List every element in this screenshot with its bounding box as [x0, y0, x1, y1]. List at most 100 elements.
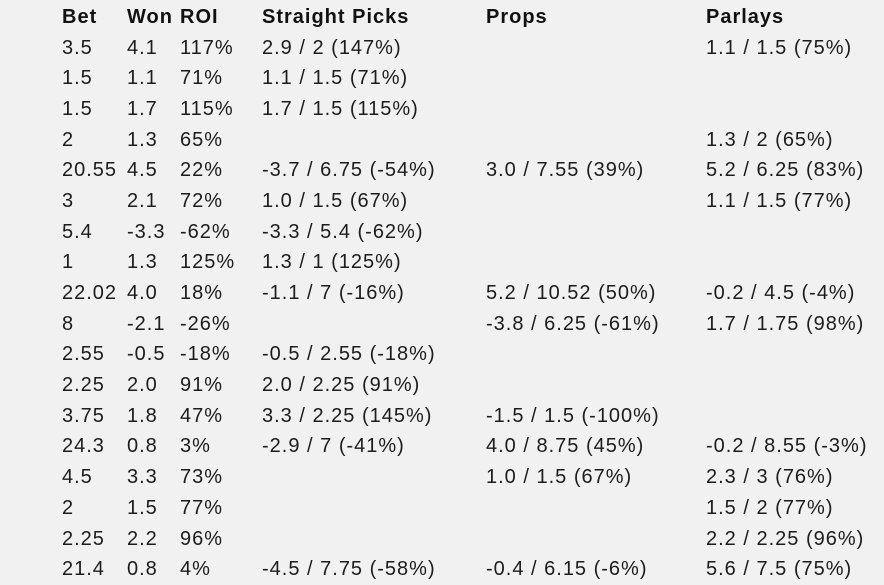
column-header-straight-picks: Straight Picks — [262, 5, 410, 28]
cell-bet: 2.25 — [62, 374, 105, 397]
table-row: 2.55 -0.5 -18% -0.5 / 2.55 (-18%) — [62, 340, 884, 371]
cell-props: -3.8 / 6.25 (-61%) — [486, 312, 660, 335]
cell-bet: 3 — [62, 189, 75, 212]
cell-straight-picks: 3.3 / 2.25 (145%) — [262, 404, 433, 427]
table-head: Bet Won ROI Straight Picks Props Parlays — [62, 2, 884, 33]
cell-props — [486, 63, 706, 94]
cell-parlays: 1.7 / 1.75 (98%) — [706, 312, 865, 335]
cell-bet: 2.55 — [62, 343, 105, 366]
cell-roi: 72% — [180, 189, 224, 212]
cell-parlays — [706, 370, 884, 401]
table-row: 20.55 4.5 22% -3.7 / 6.75 (-54%) 3.0 / 7.55 … — [62, 155, 884, 186]
table-row: 3 2.1 72% 1.0 / 1.5 (67%) 1.1 / 1.5 (77%) — [62, 186, 884, 217]
cell-roi: 77% — [180, 496, 224, 519]
table-row: 2 1.5 77% 1.5 / 2 (77%) — [62, 493, 884, 524]
cell-straight-picks: 1.7 / 1.5 (115%) — [262, 97, 419, 120]
betting-stats-table: Bet Won ROI Straight Picks Props Parlays 3.5 4… — [62, 2, 884, 585]
column-header-bet: Bet — [62, 5, 98, 28]
table-row: 22.02 4.0 18% -1.1 / 7 (-16%) 5.2 / 10.52 (5… — [62, 278, 884, 309]
cell-roi: -18% — [180, 343, 231, 366]
cell-roi: 18% — [180, 282, 224, 305]
table-row: 3.75 1.8 47% 3.3 / 2.25 (145%) -1.5 / 1.5 (-… — [62, 401, 884, 432]
cell-bet: 4.5 — [62, 466, 93, 489]
cell-straight-picks: -3.7 / 6.75 (-54%) — [262, 159, 436, 182]
cell-bet: 24.3 — [62, 435, 105, 458]
cell-won: -2.1 — [127, 312, 166, 335]
cell-bet: 3.5 — [62, 36, 93, 59]
cell-bet: 1.5 — [62, 67, 93, 90]
table-row: 2 1.3 65% 1.3 / 2 (65%) — [62, 125, 884, 156]
cell-parlays: 5.6 / 7.5 (75%) — [706, 558, 853, 581]
cell-props — [486, 248, 706, 279]
cell-props: 3.0 / 7.55 (39%) — [486, 159, 645, 182]
cell-bet: 5.4 — [62, 220, 93, 243]
cell-roi: 47% — [180, 404, 224, 427]
cell-won: 1.3 — [127, 128, 158, 151]
cell-bet: 20.55 — [62, 159, 118, 182]
column-header-props: Props — [486, 5, 548, 28]
cell-won: 1.7 — [127, 97, 158, 120]
cell-roi: 96% — [180, 527, 224, 550]
cell-straight-picks: -0.5 / 2.55 (-18%) — [262, 343, 436, 366]
cell-roi: 22% — [180, 159, 224, 182]
cell-won: 1.1 — [127, 67, 158, 90]
cell-parlays: -0.2 / 4.5 (-4%) — [706, 282, 856, 305]
cell-bet: 2 — [62, 128, 75, 151]
cell-props — [486, 340, 706, 371]
cell-props — [486, 33, 706, 64]
table-row: 3.5 4.1 117% 2.9 / 2 (147%) 1.1 / 1.5 (75%) — [62, 33, 884, 64]
cell-straight-picks: -4.5 / 7.75 (-58%) — [262, 558, 436, 581]
cell-props — [486, 370, 706, 401]
cell-props — [486, 186, 706, 217]
table-row: 8 -2.1 -26% -3.8 / 6.25 (-61%) 1.7 / 1.75 (9… — [62, 309, 884, 340]
cell-roi: 117% — [180, 36, 234, 59]
cell-props: 1.0 / 1.5 (67%) — [486, 466, 633, 489]
cell-props: 5.2 / 10.52 (50%) — [486, 282, 657, 305]
table-row: 1 1.3 125% 1.3 / 1 (125%) — [62, 248, 884, 279]
cell-won: 4.5 — [127, 159, 158, 182]
cell-roi: -26% — [180, 312, 231, 335]
cell-props — [486, 125, 706, 156]
cell-props — [486, 217, 706, 248]
header-row: Bet Won ROI Straight Picks Props Parlays — [62, 2, 884, 33]
cell-parlays: 2.2 / 2.25 (96%) — [706, 527, 865, 550]
cell-parlays: -0.2 / 8.55 (-3%) — [706, 435, 868, 458]
table-row: 1.5 1.7 115% 1.7 / 1.5 (115%) — [62, 94, 884, 125]
cell-bet: 1.5 — [62, 97, 93, 120]
table-body: 3.5 4.1 117% 2.9 / 2 (147%) 1.1 / 1.5 (75%) 1… — [62, 33, 884, 585]
cell-straight-picks: 1.0 / 1.5 (67%) — [262, 189, 409, 212]
cell-straight-picks: 2.9 / 2 (147%) — [262, 36, 402, 59]
table-row: 2.25 2.0 91% 2.0 / 2.25 (91%) — [62, 370, 884, 401]
table-row: 4.5 3.3 73% 1.0 / 1.5 (67%) 2.3 / 3 (76%) — [62, 462, 884, 493]
cell-roi: 71% — [180, 67, 224, 90]
cell-straight-picks: -3.3 / 5.4 (-62%) — [262, 220, 424, 243]
cell-straight-picks: -2.9 / 7 (-41%) — [262, 435, 405, 458]
cell-parlays — [706, 94, 884, 125]
table-row: 2.25 2.2 96% 2.2 / 2.25 (96%) — [62, 524, 884, 555]
cell-won: 3.3 — [127, 466, 158, 489]
cell-won: 1.3 — [127, 251, 158, 274]
cell-roi: 91% — [180, 374, 224, 397]
cell-bet: 2 — [62, 496, 75, 519]
table-row: 21.4 0.8 4% -4.5 / 7.75 (-58%) -0.4 / 6.15 (… — [62, 554, 884, 585]
column-header-won: Won — [127, 5, 173, 28]
cell-won: 1.5 — [127, 496, 158, 519]
cell-straight-picks: -1.1 / 7 (-16%) — [262, 282, 405, 305]
cell-roi: 115% — [180, 97, 234, 120]
cell-straight-picks — [262, 125, 486, 156]
cell-props — [486, 524, 706, 555]
cell-won: 0.8 — [127, 558, 158, 581]
cell-parlays — [706, 63, 884, 94]
column-header-roi: ROI — [180, 5, 219, 28]
cell-parlays: 5.2 / 6.25 (83%) — [706, 159, 865, 182]
cell-parlays: 1.5 / 2 (77%) — [706, 496, 834, 519]
cell-straight-picks — [262, 309, 486, 340]
cell-bet: 2.25 — [62, 527, 105, 550]
cell-bet: 22.02 — [62, 282, 118, 305]
table-row: 24.3 0.8 3% -2.9 / 7 (-41%) 4.0 / 8.75 (45%)… — [62, 432, 884, 463]
cell-straight-picks — [262, 524, 486, 555]
cell-won: 4.0 — [127, 282, 158, 305]
cell-parlays — [706, 217, 884, 248]
cell-roi: 3% — [180, 435, 211, 458]
cell-bet: 21.4 — [62, 558, 105, 581]
